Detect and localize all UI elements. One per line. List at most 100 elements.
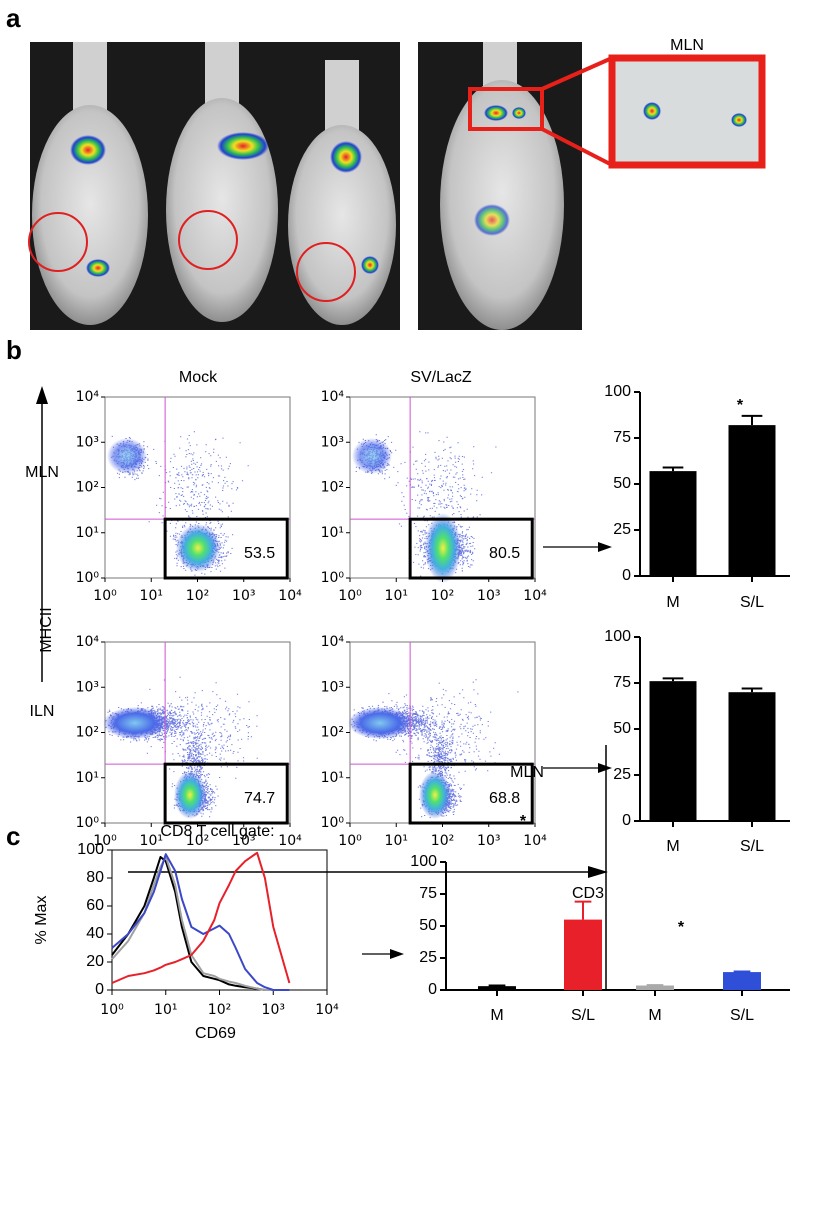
axis-label: MHCII	[38, 607, 55, 652]
density	[107, 438, 147, 474]
y-tick-label: 100	[77, 841, 104, 858]
inset-title: MLN	[670, 37, 704, 54]
bar	[478, 986, 516, 990]
x-tick-label: 10¹	[140, 833, 163, 849]
x-tick-label: 10²	[186, 833, 209, 849]
signal	[361, 256, 379, 274]
panel-label: a	[6, 3, 21, 33]
bar	[728, 692, 776, 821]
bar	[728, 425, 776, 576]
group-label: MLN	[510, 764, 544, 781]
y-tick-label: 10⁴	[76, 389, 100, 405]
significance-mark: *	[737, 397, 744, 414]
x-tick-label: 10²	[431, 833, 454, 849]
column-title: Mock	[179, 369, 218, 386]
y-tick-label: 75	[613, 429, 631, 446]
signal	[70, 135, 106, 165]
y-axis-label: % Max	[33, 896, 50, 945]
signal	[330, 141, 362, 173]
y-tick-label: 100	[604, 628, 631, 645]
y-tick-label: 10¹	[76, 770, 99, 786]
x-tick-label: M	[666, 838, 679, 855]
y-tick-label: 75	[419, 885, 437, 902]
x-tick-label: 10⁰	[93, 833, 117, 849]
y-tick-label: 10⁰	[76, 570, 100, 586]
y-tick-label: 100	[410, 853, 437, 870]
density	[352, 438, 392, 474]
mouse	[440, 80, 564, 330]
y-tick-label: 10⁴	[76, 634, 100, 650]
zoom-inset	[608, 54, 766, 169]
x-tick-label: 10⁰	[338, 588, 362, 604]
x-tick-label: 10⁴	[278, 588, 302, 604]
signal	[86, 259, 110, 277]
tumor-circle	[28, 212, 88, 272]
y-tick-label: 0	[622, 567, 631, 584]
x-tick-label: 10³	[232, 833, 255, 849]
x-tick-label: M	[666, 594, 679, 611]
group-label: ILN	[664, 764, 689, 781]
y-tick-label: 0	[95, 981, 104, 998]
x-tick-label: 10¹	[154, 1002, 177, 1018]
signal	[217, 132, 269, 160]
y-tick-label: 40	[86, 925, 104, 942]
x-tick-label: 10²	[208, 1002, 231, 1018]
x-tick-label: S/L	[730, 1007, 754, 1024]
x-tick-label: M	[490, 1007, 503, 1024]
signal	[643, 102, 661, 120]
x-tick-label: 10¹	[385, 588, 408, 604]
density	[425, 513, 461, 583]
density	[176, 524, 220, 572]
significance-mark: *	[678, 919, 685, 936]
signal	[512, 107, 526, 119]
y-tick-label: 25	[613, 766, 631, 783]
bar	[723, 972, 761, 990]
y-tick-label: 25	[613, 521, 631, 538]
signal	[484, 105, 508, 121]
zoom-line	[541, 127, 613, 167]
y-tick-label: 20	[86, 953, 104, 970]
x-tick-label: 10⁰	[338, 833, 362, 849]
y-tick-label: 10⁰	[76, 815, 100, 831]
y-tick-label: 50	[419, 917, 437, 934]
mouse	[166, 98, 278, 322]
chart-title: CD8 T cell gate:	[160, 823, 274, 840]
x-tick-label: 10⁴	[523, 833, 547, 849]
tube	[73, 42, 107, 112]
y-tick-label: 0	[622, 812, 631, 829]
gate	[163, 762, 289, 825]
y-tick-label: 10¹	[321, 525, 344, 541]
y-tick-label: 10¹	[321, 770, 344, 786]
density	[174, 771, 206, 819]
gate-percentage: 74.7	[244, 790, 275, 807]
y-tick-label: 75	[613, 674, 631, 691]
axis-label: CD3	[572, 885, 604, 902]
y-tick-label: 10³	[76, 434, 99, 450]
y-tick-label: 50	[613, 720, 631, 737]
y-tick-label: 10³	[321, 679, 344, 695]
x-tick-label: S/L	[740, 594, 764, 611]
y-tick-label: 0	[428, 981, 437, 998]
tube	[325, 60, 359, 130]
y-tick-label: 10⁰	[321, 570, 345, 586]
gate	[408, 762, 534, 825]
x-tick-label: 10³	[232, 588, 255, 604]
arrow-head	[598, 763, 612, 773]
y-tick-label: 10⁰	[321, 815, 345, 831]
y-tick-label: 10³	[321, 434, 344, 450]
x-axis-label: CD69	[195, 1025, 236, 1042]
y-tick-label: 10²	[76, 480, 99, 496]
x-tick-label: 10¹	[140, 588, 163, 604]
bar	[649, 471, 697, 576]
histogram-line	[111, 853, 290, 991]
panel-label: c	[6, 821, 20, 851]
density	[348, 707, 412, 739]
y-tick-label: 60	[86, 897, 104, 914]
gate-percentage: 53.5	[244, 545, 275, 562]
x-tick-label: 10²	[431, 588, 454, 604]
bar	[636, 985, 674, 990]
signal	[731, 113, 747, 127]
gate-percentage: 80.5	[489, 545, 520, 562]
plot-frame	[111, 849, 328, 991]
